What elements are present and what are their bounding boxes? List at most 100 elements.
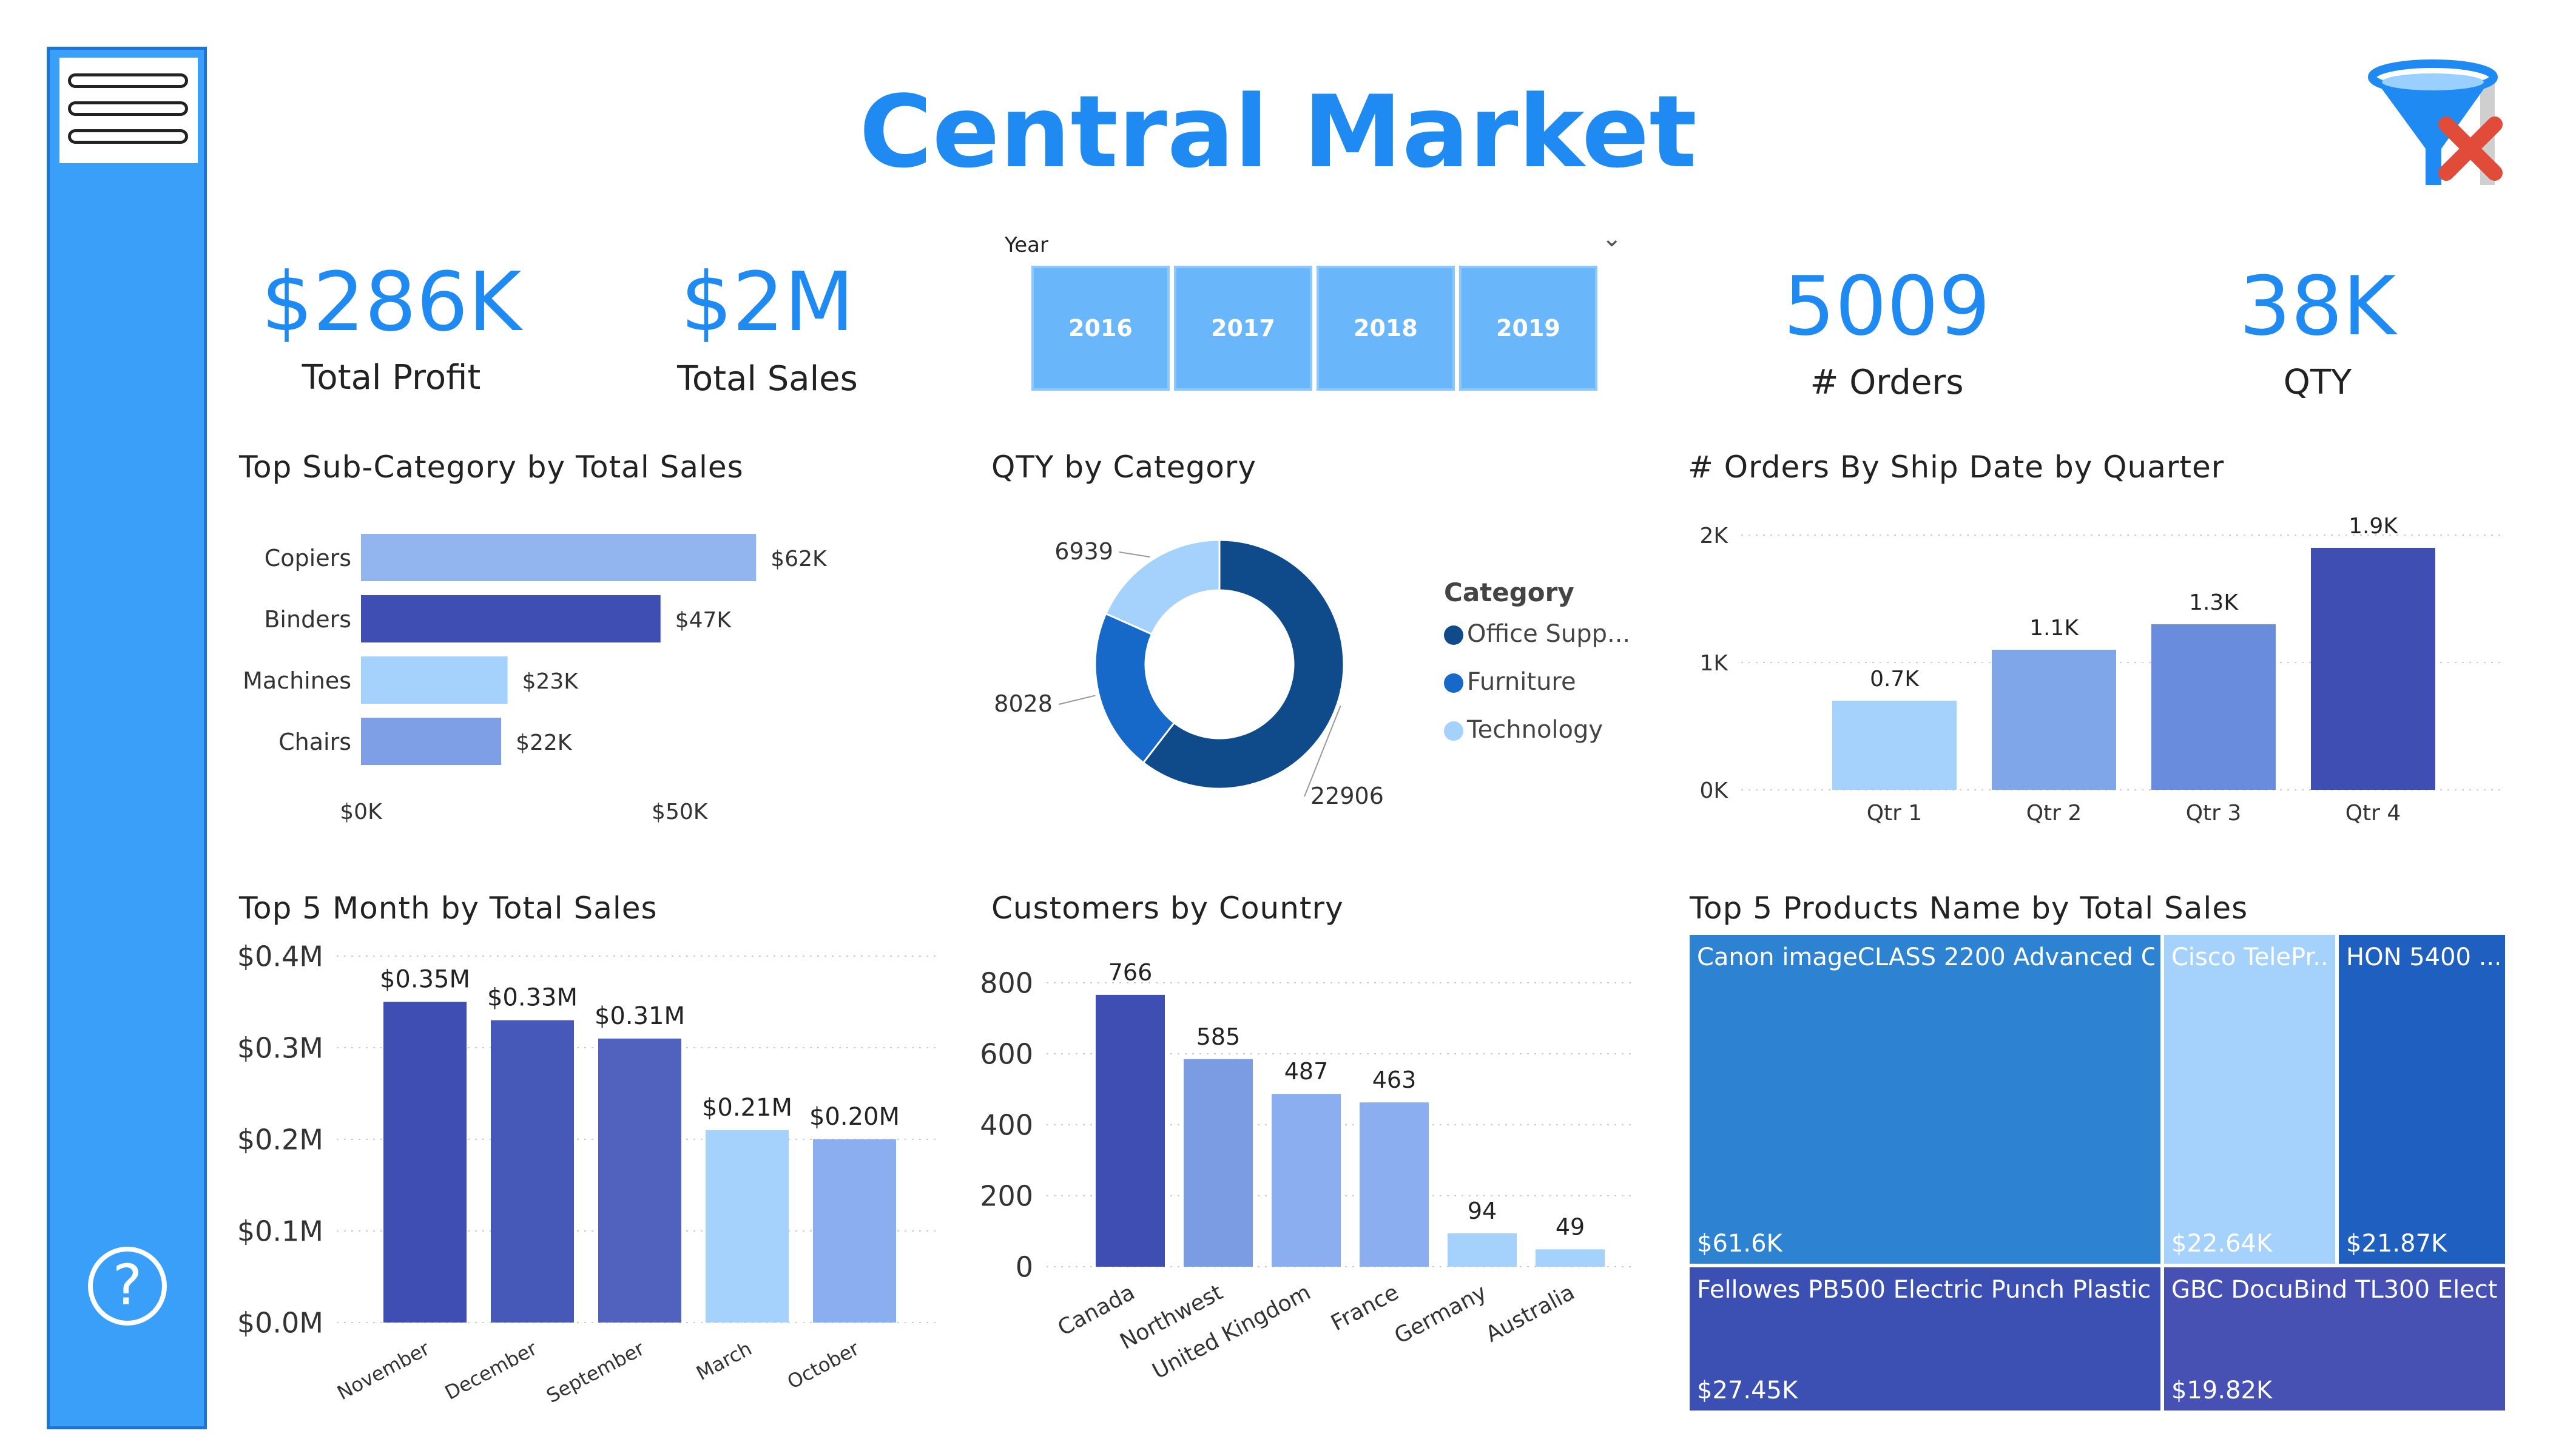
treemap-tile-label: Cisco TelePr... xyxy=(2171,943,2329,971)
help-button[interactable]: ? xyxy=(88,1247,167,1326)
sidebar xyxy=(47,47,207,1429)
y-tick-label: 0 xyxy=(1016,1251,1033,1284)
year-slicer-label: Year xyxy=(1005,233,1048,257)
subcategory-bar[interactable] xyxy=(361,595,661,642)
donut-value-label: 22906 xyxy=(1310,783,1384,809)
y-tick-label: $0.2M xyxy=(237,1124,323,1156)
treemap-tile-label: HON 5400 ... xyxy=(2346,943,2499,971)
subcategory-label: Chairs xyxy=(278,729,351,755)
treemap-tile[interactable]: GBC DocuBind TL300 Elect... $19.82K xyxy=(2162,1266,2507,1412)
legend-label: Technology xyxy=(1467,716,1603,744)
chevron-down-icon[interactable]: ⌄ xyxy=(1602,224,1622,252)
x-category-label: Qtr 4 xyxy=(2345,801,2401,826)
bar[interactable] xyxy=(1832,701,1957,790)
subcategory-label: Binders xyxy=(264,606,351,633)
x-category-label: Qtr 3 xyxy=(2186,801,2242,826)
bar[interactable] xyxy=(1536,1249,1605,1267)
y-tick-label: $0.4M xyxy=(237,940,323,973)
treemap-tile-label: Fellowes PB500 Electric Punch Plastic ..… xyxy=(1697,1276,2154,1304)
treemap-tile-value: $21.87K xyxy=(2346,1230,2447,1258)
legend-dot-icon xyxy=(1444,721,1463,741)
y-tick-label: $0.1M xyxy=(237,1215,323,1248)
x-category-label: March xyxy=(692,1337,755,1385)
bar-value-label: 487 xyxy=(1284,1058,1329,1085)
treemap-tile-label: Canon imageCLASS 2200 Advanced C... xyxy=(1697,943,2154,971)
bar[interactable] xyxy=(1096,994,1165,1267)
bar[interactable] xyxy=(706,1130,789,1323)
bar[interactable] xyxy=(1992,650,2116,790)
treemap-tile[interactable]: Cisco TelePr... $22.64K xyxy=(2162,933,2337,1266)
x-category-label: Germany xyxy=(1391,1280,1491,1349)
donut-legend-item[interactable]: Furniture xyxy=(1444,668,1576,696)
y-tick-label: 400 xyxy=(980,1109,1033,1142)
bar-value-label: 0.7K xyxy=(1870,667,1920,692)
y-tick-label: $0.3M xyxy=(237,1032,323,1065)
orders-quarter-chart-title: # Orders By Ship Date by Quarter xyxy=(1688,450,2225,485)
bar[interactable] xyxy=(2311,548,2435,790)
subcategory-value-label: $62K xyxy=(771,547,828,571)
bar-value-label: 463 xyxy=(1372,1067,1417,1093)
bar-value-label: 94 xyxy=(1468,1198,1497,1224)
kpi-qty-value: 38K xyxy=(2239,259,2396,354)
bar-value-label: 1.9K xyxy=(2349,514,2398,539)
subcategory-value-label: $23K xyxy=(522,669,579,694)
donut-slice[interactable] xyxy=(1104,539,1221,636)
bar[interactable] xyxy=(1272,1094,1341,1267)
treemap-tile-value: $22.64K xyxy=(2171,1230,2273,1258)
y-tick-label: 800 xyxy=(980,967,1033,1000)
donut-legend-item[interactable]: Office Supp... xyxy=(1444,620,1630,648)
treemap-tile[interactable]: Canon imageCLASS 2200 Advanced C... $61.6… xyxy=(1688,933,2162,1266)
bar-value-label: $0.33M xyxy=(487,984,578,1012)
bar[interactable] xyxy=(491,1020,574,1323)
customers-country-chart-title: Customers by Country xyxy=(991,891,1344,926)
y-tick-label: 200 xyxy=(980,1180,1033,1213)
donut-legend-item[interactable]: Technology xyxy=(1444,716,1603,744)
subcategory-bar[interactable] xyxy=(361,534,757,581)
subcategory-value-label: $47K xyxy=(675,608,732,633)
x-category-label: Qtr 1 xyxy=(1867,801,1923,826)
treemap-tile[interactable]: HON 5400 ... $21.87K xyxy=(2337,933,2507,1266)
orders-quarter-bar-chart: 0K 1K 2K 0.7K Qtr 1 1.1K Qtr 2 1.3K Qtr 3 1.9K Qtr… xyxy=(1699,514,2506,826)
subcategory-label: Copiers xyxy=(265,545,351,571)
donut-slice[interactable] xyxy=(1094,612,1176,764)
year-button-2018[interactable]: 2018 xyxy=(1317,266,1455,391)
bar-value-label: $0.35M xyxy=(380,966,470,994)
bar[interactable] xyxy=(598,1038,681,1323)
year-button-2019[interactable]: 2019 xyxy=(1459,266,1597,391)
year-button-2016[interactable]: 2016 xyxy=(1031,266,1170,391)
kpi-qty-label: QTY xyxy=(2283,363,2352,402)
legend-dot-icon xyxy=(1444,625,1463,645)
subcategory-bar[interactable] xyxy=(361,718,502,765)
bar[interactable] xyxy=(813,1139,896,1323)
treemap-tile[interactable]: Fellowes PB500 Electric Punch Plastic ..… xyxy=(1688,1266,2162,1412)
donut-legend-title: Category xyxy=(1444,578,1574,607)
bar[interactable] xyxy=(2151,624,2276,790)
page-title: Central Market xyxy=(859,74,1697,190)
y-tick-label: $0.0M xyxy=(237,1307,323,1340)
x-tick-label: $50K xyxy=(652,800,709,824)
year-button-2017[interactable]: 2017 xyxy=(1174,266,1312,391)
donut-leader-line xyxy=(1119,551,1150,558)
donut-slice[interactable] xyxy=(1142,539,1345,790)
donut-value-label: 8028 xyxy=(994,690,1053,717)
subcategory-bar[interactable] xyxy=(361,656,508,704)
kpi-orders-label: # Orders xyxy=(1810,363,1964,402)
month-sales-bar-chart: $0.0M $0.1M $0.2M $0.3M $0.4M $0.35M November $… xyxy=(237,940,940,1407)
kpi-total-sales-label: Total Sales xyxy=(677,359,858,399)
clear-filter-icon[interactable] xyxy=(2366,58,2512,191)
bar[interactable] xyxy=(1448,1233,1517,1267)
bar-value-label: 49 xyxy=(1556,1213,1585,1240)
bar[interactable] xyxy=(1184,1059,1253,1267)
treemap-tile-label: GBC DocuBind TL300 Elect... xyxy=(2171,1276,2499,1304)
y-tick-label: 0K xyxy=(1699,778,1728,803)
donut-leader-line xyxy=(1304,705,1341,797)
x-category-label: September xyxy=(542,1336,649,1407)
question-circle-icon: ? xyxy=(112,1253,143,1318)
bar[interactable] xyxy=(1360,1102,1429,1267)
menu-button[interactable] xyxy=(59,58,198,163)
bar-value-label: 585 xyxy=(1196,1023,1241,1050)
top-products-chart-title: Top 5 Products Name by Total Sales xyxy=(1690,891,2248,926)
subcategory-label: Machines xyxy=(243,667,351,694)
bar[interactable] xyxy=(383,1002,467,1323)
